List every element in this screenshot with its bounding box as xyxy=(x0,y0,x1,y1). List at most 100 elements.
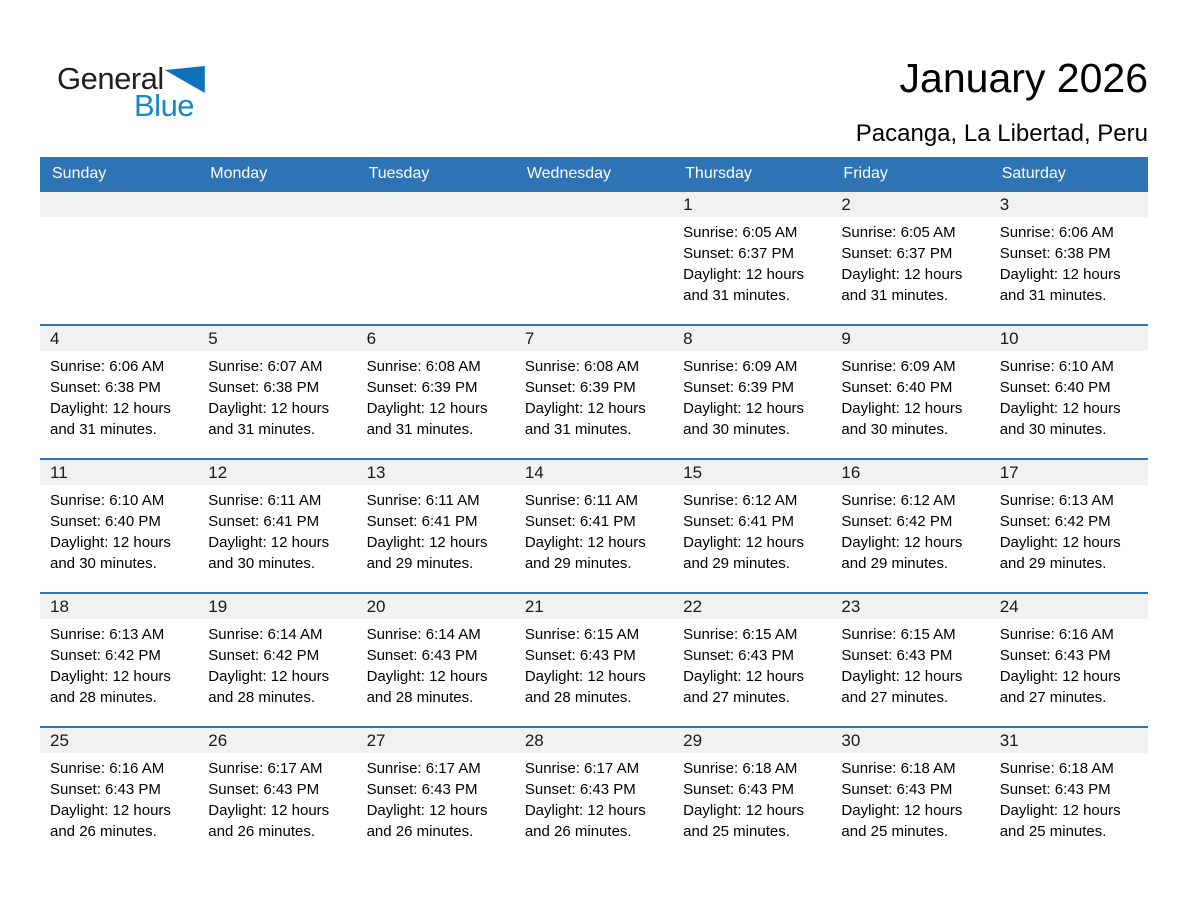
general-blue-logo: General Blue xyxy=(57,63,205,121)
logo-top-row: General xyxy=(57,63,205,94)
sunrise-text: Sunrise: 6:11 AM xyxy=(524,492,638,509)
sunset-text: Sunset: 6:39 PM xyxy=(683,379,795,396)
day-number-band: 5 xyxy=(198,326,357,351)
day-number-band xyxy=(40,192,199,217)
sunset-text: Sunset: 6:43 PM xyxy=(999,647,1111,664)
day-number: 30 xyxy=(841,730,861,750)
day-number: 29 xyxy=(683,730,703,750)
sunset-text: Sunset: 6:40 PM xyxy=(50,513,161,530)
week-row-3: 11 Sunrise: 6:10 AM Sunset: 6:40 PM Dayligh… xyxy=(40,458,1148,592)
sunset-text: Sunset: 6:43 PM xyxy=(366,781,478,798)
day-number-band: 4 xyxy=(40,326,199,351)
sunset-text: Sunset: 6:39 PM xyxy=(366,379,478,396)
sunrise-text: Sunrise: 6:13 AM xyxy=(50,626,165,643)
daylight-text: Daylight: 12 hours and 31 minutes. xyxy=(683,266,805,304)
sunset-text: Sunset: 6:43 PM xyxy=(683,647,795,664)
sunrise-text: Sunrise: 6:12 AM xyxy=(683,492,798,509)
day-details: Sunrise: 6:06 AM Sunset: 6:38 PM Daylight:… xyxy=(40,351,198,440)
daylight-text: Daylight: 12 hours and 28 minutes. xyxy=(208,668,330,706)
day-details: Sunrise: 6:12 AM Sunset: 6:42 PM Daylight:… xyxy=(831,485,989,574)
weekday-header-wednesday: Wednesday xyxy=(526,164,612,182)
daylight-text: Daylight: 12 hours and 29 minutes. xyxy=(366,534,488,572)
weekday-header-saturday: Saturday xyxy=(1001,164,1066,182)
day-number-band: 29 xyxy=(673,728,832,753)
day-cell-25: 25 Sunrise: 6:16 AM Sunset: 6:43 PM Dayligh… xyxy=(40,728,199,860)
day-cell-12: 12 Sunrise: 6:11 AM Sunset: 6:41 PM Dayligh… xyxy=(198,460,357,592)
day-cell-9: 9 Sunrise: 6:09 AM Sunset: 6:40 PM Daylight… xyxy=(831,326,990,458)
day-cell-14: 14 Sunrise: 6:11 AM Sunset: 6:41 PM Dayligh… xyxy=(514,460,674,592)
sunrise-text: Sunrise: 6:10 AM xyxy=(50,492,165,509)
day-number-band: 30 xyxy=(831,728,990,753)
day-cell-empty xyxy=(40,192,199,324)
sunset-text: Sunset: 6:42 PM xyxy=(50,647,161,664)
sunset-text: Sunset: 6:40 PM xyxy=(999,379,1111,396)
sunrise-text: Sunrise: 6:17 AM xyxy=(208,760,323,777)
day-number: 3 xyxy=(999,194,1010,214)
day-number: 10 xyxy=(999,328,1019,348)
daylight-text: Daylight: 12 hours and 31 minutes. xyxy=(841,266,963,304)
sunrise-text: Sunrise: 6:06 AM xyxy=(50,358,165,375)
week-row-1: 1 Sunrise: 6:05 AM Sunset: 6:37 PM Daylight… xyxy=(40,190,1148,324)
logo-text-general: General xyxy=(57,61,164,96)
sunset-text: Sunset: 6:37 PM xyxy=(841,245,953,262)
weekday-header-friday: Friday xyxy=(843,164,888,182)
day-number-band: 19 xyxy=(198,594,357,619)
day-number: 12 xyxy=(208,462,228,482)
day-number-band: 31 xyxy=(989,728,1148,753)
day-details: Sunrise: 6:05 AM Sunset: 6:37 PM Daylight:… xyxy=(831,217,989,306)
daylight-text: Daylight: 12 hours and 27 minutes. xyxy=(999,668,1121,706)
day-cell-2: 2 Sunrise: 6:05 AM Sunset: 6:37 PM Daylight… xyxy=(831,192,990,324)
sunset-text: Sunset: 6:43 PM xyxy=(999,781,1111,798)
day-details: Sunrise: 6:08 AM Sunset: 6:39 PM Daylight:… xyxy=(515,351,673,440)
weekday-header-tuesday: Tuesday xyxy=(368,164,430,182)
sunset-text: Sunset: 6:43 PM xyxy=(841,781,953,798)
sunrise-text: Sunrise: 6:11 AM xyxy=(208,492,322,509)
sunrise-text: Sunrise: 6:09 AM xyxy=(683,358,798,375)
logo-text-blue: Blue xyxy=(134,88,195,123)
day-number-band: 2 xyxy=(831,192,990,217)
sunrise-text: Sunrise: 6:18 AM xyxy=(683,760,798,777)
sunset-text: Sunset: 6:39 PM xyxy=(524,379,636,396)
daylight-text: Daylight: 12 hours and 30 minutes. xyxy=(841,400,963,438)
week-row-2: 4 Sunrise: 6:06 AM Sunset: 6:38 PM Daylight… xyxy=(40,324,1148,458)
day-number: 31 xyxy=(999,730,1019,750)
sunrise-text: Sunrise: 6:08 AM xyxy=(524,358,640,375)
sunset-text: Sunset: 6:42 PM xyxy=(841,513,953,530)
day-number-band: 3 xyxy=(989,192,1148,217)
sunset-text: Sunset: 6:41 PM xyxy=(683,513,795,530)
day-number: 28 xyxy=(524,730,544,750)
day-cell-24: 24 Sunrise: 6:16 AM Sunset: 6:43 PM Dayligh… xyxy=(989,594,1148,726)
daylight-text: Daylight: 12 hours and 31 minutes. xyxy=(208,400,330,438)
day-cell-27: 27 Sunrise: 6:17 AM Sunset: 6:43 PM Dayligh… xyxy=(356,728,515,860)
sunrise-text: Sunrise: 6:10 AM xyxy=(999,358,1114,375)
daylight-text: Daylight: 12 hours and 28 minutes. xyxy=(50,668,171,706)
day-number: 26 xyxy=(208,730,228,750)
weekday-header-monday: Monday xyxy=(210,164,268,182)
day-number: 19 xyxy=(208,596,228,616)
sunrise-text: Sunrise: 6:17 AM xyxy=(524,760,640,777)
sunset-text: Sunset: 6:43 PM xyxy=(366,647,478,664)
sunrise-text: Sunrise: 6:06 AM xyxy=(999,224,1114,241)
sunset-text: Sunset: 6:38 PM xyxy=(999,245,1111,262)
sunset-text: Sunset: 6:42 PM xyxy=(999,513,1111,530)
sunrise-text: Sunrise: 6:09 AM xyxy=(841,358,956,375)
day-details: Sunrise: 6:09 AM Sunset: 6:40 PM Daylight:… xyxy=(831,351,989,440)
daylight-text: Daylight: 12 hours and 25 minutes. xyxy=(999,802,1121,840)
day-number: 14 xyxy=(524,462,544,482)
sunrise-text: Sunrise: 6:05 AM xyxy=(841,224,956,241)
day-details: Sunrise: 6:17 AM Sunset: 6:43 PM Daylight:… xyxy=(357,753,515,842)
day-cell-empty xyxy=(514,192,674,324)
day-number-band: 17 xyxy=(989,460,1148,485)
day-number: 7 xyxy=(524,328,535,348)
sunrise-text: Sunrise: 6:05 AM xyxy=(683,224,798,241)
sunset-text: Sunset: 6:43 PM xyxy=(841,647,953,664)
day-cell-empty xyxy=(356,192,515,324)
day-cell-29: 29 Sunrise: 6:18 AM Sunset: 6:43 PM Dayligh… xyxy=(673,728,832,860)
weekday-header-thursday: Thursday xyxy=(685,164,752,182)
day-details: Sunrise: 6:16 AM Sunset: 6:43 PM Daylight:… xyxy=(40,753,198,842)
sunrise-text: Sunrise: 6:11 AM xyxy=(366,492,480,509)
daylight-text: Daylight: 12 hours and 27 minutes. xyxy=(841,668,963,706)
day-cell-10: 10 Sunrise: 6:10 AM Sunset: 6:40 PM Dayligh… xyxy=(989,326,1148,458)
day-number: 20 xyxy=(366,596,386,616)
